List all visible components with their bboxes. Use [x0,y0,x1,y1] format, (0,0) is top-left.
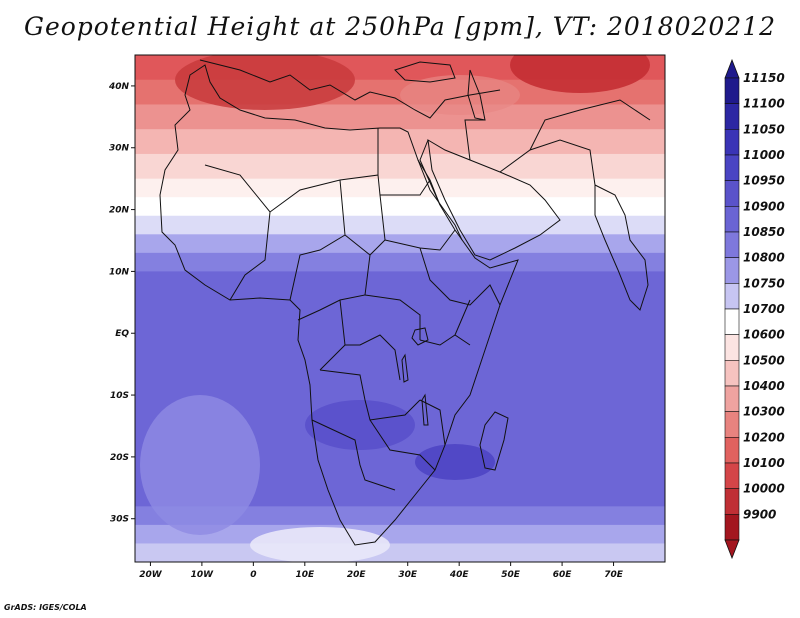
arabia-coastline [427,139,561,261]
colorbar-label: 10700 [743,302,785,316]
colorbar-label: 10800 [743,251,785,265]
lat-tick-label: 20S [110,453,129,463]
colorbar-label: 10900 [743,199,785,213]
colorbar-label: 10100 [743,456,785,470]
southern-africa-high-feature [305,400,415,450]
colorbar-segment [724,206,740,233]
lake-victoria [411,327,429,346]
colorbar-segment [724,437,740,464]
colorbar-segment [724,231,740,258]
colorbar-label: 11100 [743,97,785,111]
colorbar-segment [724,308,740,335]
lat-tick-label: 30S [110,515,129,525]
lon-tick-label: 0 [250,570,256,580]
lat-tick-label: 20N [109,206,130,216]
colorbar-segment [724,462,740,489]
map-title: Geopotential Height at 250hPa [gpm], VT:… [23,12,777,41]
north-africa-low-feature [175,55,355,110]
africa-coastline [159,64,519,546]
coastlines-and-borders [159,59,651,546]
europe-coastline [199,59,501,119]
mid-east-trough-feature [400,75,520,115]
colorbar-segment [724,180,740,207]
lake-malawi [421,393,429,426]
lat-tick-label: 30N [109,144,130,154]
height-band [135,178,665,199]
madagascar-coastline [479,411,509,471]
map-frame [134,54,666,563]
lon-tick-label: 50E [501,570,521,580]
colorbar-segment [724,257,740,284]
colorbar-bottom-arrow [724,539,740,560]
colorbar-label: 11050 [743,122,785,136]
asia-low-feature [510,55,650,93]
grads-credit: GrADS: IGES/COLA [4,603,87,612]
height-band [135,252,665,273]
red-sea [417,159,463,241]
height-band [135,153,665,180]
latitude-axis: 40N 30N 20N 10N EQ 10S 20S 30S [108,82,135,525]
colorbar-label: 10600 [743,328,785,342]
colorbar-label: 10850 [743,225,785,239]
lon-tick-label: 10E [295,570,315,580]
caspian-coastline [467,69,486,121]
lon-tick-label: 20W [139,570,163,580]
lat-tick-label: 10S [110,391,129,401]
colorbar-label: 10200 [743,430,785,444]
height-band [135,506,665,526]
height-band [135,129,665,155]
height-band [135,104,665,131]
colorbar-label: 10000 [743,482,785,496]
black-sea-coastline [394,61,456,83]
height-band [135,234,665,254]
colorbar-segment [724,129,740,156]
south-pacific-bulge-feature [250,527,390,562]
south-atlantic-ridge-feature [140,395,260,535]
colorbar-segment [724,360,740,387]
colorbar-segment [724,411,740,438]
mozambique-high-feature [415,444,495,480]
india-coastline [594,184,649,311]
height-field-features [140,55,650,562]
colorbar-label: 10950 [743,174,785,188]
height-band [135,215,665,236]
colorbar-segment [724,103,740,130]
colorbar-segment [724,77,740,104]
lat-tick-label: EQ [115,329,129,339]
lon-tick-label: 20E [347,570,367,580]
colorbar-label: 10500 [743,353,785,367]
lon-tick-label: 70E [604,570,624,580]
colorbar-segment [724,334,740,361]
colorbar-label: 11000 [743,148,785,162]
colorbar: 11150 11100 11050 11000 10950 10900 10850 10800… [724,58,785,560]
height-band [135,197,665,217]
country-borders [204,99,651,491]
colorbar-label: 10750 [743,276,785,290]
lon-tick-label: 40E [449,570,470,580]
lat-tick-label: 10N [109,267,130,277]
height-band [135,487,665,508]
colorbar-segment [724,385,740,412]
colorbar-label: 10400 [743,379,785,393]
colorbar-top-arrow [724,58,740,79]
colorbar-segment [724,154,740,181]
colorbar-segment [724,488,740,515]
colorbar-segment [724,514,740,541]
colorbar-segment [724,283,740,310]
lon-tick-label: 10W [191,570,215,580]
longitude-axis: 20W 10W 0 10E 20E 30E 40E 50E 60E 70E [139,562,624,580]
lon-tick-label: 60E [553,570,573,580]
lake-tanganyika [401,353,409,383]
colorbar-label: 10300 [743,405,785,419]
colorbar-label: 11150 [743,71,785,85]
height-band [135,543,665,562]
lat-tick-label: 40N [108,82,130,92]
colorbar-label: 9900 [743,507,776,521]
lon-tick-label: 30E [398,570,418,580]
